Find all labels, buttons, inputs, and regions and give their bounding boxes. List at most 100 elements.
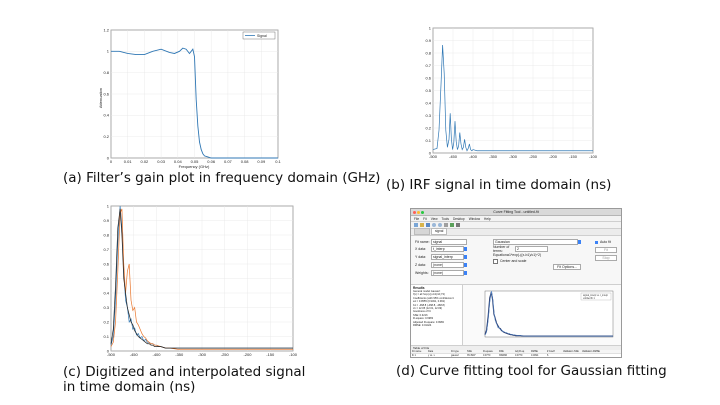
terms-select[interactable]: 2 [515,245,548,252]
fit-plot-legend-1: signal_interp vs. t_interp [583,294,609,297]
caption-c-line1: (c) Digitized and interpolated signal [63,364,306,380]
table-row[interactable]: fit 1 y vs. x gauss2 35.3907 0.9770 399996 0.9… [411,354,621,357]
chart-c-xtick: -350 [175,352,184,357]
chart-a-xtick: 0.04 [174,159,183,164]
maximize-icon[interactable] [421,210,424,214]
table-column-header: Adj R-sq [515,350,525,353]
chart-a-xtick: 0.07 [224,159,233,164]
results-line: f(x) = a1*exp(-((x-b1)/c1)^2) [413,293,445,297]
table-cell: gauss2 [451,354,459,357]
new-fit-icon[interactable] [414,223,418,227]
chart-c-ytick: 0.9 [103,218,109,223]
caption-a: (a) Filter’s gain plot in frequency doma… [63,170,381,186]
open-icon[interactable] [420,223,424,227]
menu-item-desktop[interactable]: Desktop [453,216,465,221]
chart-a-xtick: 0.09 [257,159,266,164]
grid-icon[interactable] [456,223,460,227]
table-column-header: DFE [499,350,504,353]
minimize-icon[interactable] [417,210,420,214]
menu-item-window[interactable]: Window [468,216,481,221]
chart-a-xtick: 0.1 [275,159,281,164]
chart-a-xtick: 0.02 [141,159,150,164]
table-cell: 0.9770 [483,354,491,357]
table-cell: 6 [547,354,549,357]
table-cell: fit 1 [412,354,416,357]
chart-b-xtick: -500 [429,154,438,159]
chart-c-xtick: -450 [130,352,139,357]
y-data-select[interactable]: signal_interp [431,254,464,260]
chart-b-ytick: 0.6 [425,75,431,80]
chart-a-ytick: 0.4 [103,113,109,118]
chart-c-xtick: -250 [221,352,230,357]
chart-a: 0 0.01 0.02 0.03 0.04 0.05 0.06 0.07 0.08 0.09 0.1… [98,27,282,169]
weights-label: Weights: [415,271,429,275]
toolbar [411,222,621,229]
chart-a-ytick: 0.6 [103,91,109,96]
chart-a-ytick: 0 [107,155,110,160]
chart-c-xtick: -400 [152,352,161,357]
chart-b-xtick: -150 [569,154,578,159]
chart-b-xtick: -350 [489,154,498,159]
fit-name-input[interactable]: signal [431,239,467,245]
fit-plot-data-line [484,291,613,337]
results-line: c1 = 12.05 (12.01, 12.09) [413,307,443,311]
chevron-down-icon[interactable] [464,263,467,267]
table-column-header: RMSE [531,350,538,353]
table-column-header: # Coeff [547,350,555,353]
center-checkbox[interactable] [493,258,498,264]
table-column-header: Fit name [412,350,422,353]
chevron-down-icon[interactable] [578,240,581,244]
chevron-down-icon[interactable] [464,271,467,275]
menu-item-fit[interactable]: Fit [423,216,427,221]
pan-icon[interactable] [444,223,448,227]
tab-fit-1[interactable] [414,228,430,235]
chart-c-ytick: 0.8 [103,232,109,237]
y-data-label: Y data: [415,255,427,259]
caption-d: (d) Curve fitting tool for Gaussian fitt… [396,363,667,379]
chart-a-ytick: 0.2 [103,134,109,139]
fit-plot-legend-2: untitled fit 1 [583,297,595,300]
auto-fit-checkbox[interactable] [595,240,598,244]
caption-c-line2: in time domain (ns) [63,379,196,395]
zoom-out-icon[interactable] [438,223,442,227]
data-cursor-icon[interactable] [450,223,454,227]
fit-plot: signal_interp vs. t_interp untitled fit … [463,285,621,345]
menu-item-tools[interactable]: Tools [441,216,449,221]
chart-b-xtick: -100 [589,154,598,159]
chart-c-ytick: 0.7 [103,247,109,252]
fit-plot-fit-line [484,290,613,337]
zoom-in-icon[interactable] [432,223,436,227]
menu-item-file[interactable]: File [414,216,420,221]
window-title: Curve Fitting Tool - untitled-fit [493,210,539,214]
menu-item-help[interactable]: Help [484,216,491,221]
chart-b: -500 -450 -400 -350 -300 -250 -200 -150 -100 0 0.1… [425,25,598,159]
menu-item-view[interactable]: View [430,216,438,221]
close-icon[interactable] [413,210,416,214]
chart-c-ytick: 0.3 [103,305,109,310]
chevron-down-icon[interactable] [464,247,467,251]
x-data-select[interactable]: t_interp [431,246,464,252]
chart-a-xtick: 0.03 [157,159,166,164]
chart-a-xtick: 0 [110,159,113,164]
center-label: Center and scale [500,259,527,263]
table-column-header: Validation SSE [563,350,579,353]
fit-options-button[interactable]: Fit Options... [553,264,581,270]
fit-type-select[interactable]: Gaussian [493,239,578,245]
chart-a-ytick: 1.2 [103,27,109,32]
tab-signal[interactable]: signal [431,228,448,235]
fit-button[interactable]: Fit [595,247,617,253]
table-column-header: Data [428,350,434,353]
chart-a-ytick: 0.8 [103,70,109,75]
results-line: SSE: 0.3216 [413,313,428,317]
table-header-row: Fit name Data Fit type SSE R-square DFE Adj R-… [411,350,621,354]
z-data-select[interactable]: (none) [431,262,464,268]
stop-button[interactable]: Stop [595,255,617,261]
chart-c-ytick: 0.5 [103,276,109,281]
caption-c: (c) Digitized and interpolated signal in… [63,365,305,395]
cftool-titlebar: Curve Fitting Tool - untitled-fit [411,209,621,216]
chevron-down-icon[interactable] [464,255,467,259]
save-icon[interactable] [426,223,430,227]
weights-select[interactable]: (none) [431,270,464,276]
chart-b-ytick: 0.7 [425,63,431,68]
fit-tab-strip: signal [411,228,621,235]
